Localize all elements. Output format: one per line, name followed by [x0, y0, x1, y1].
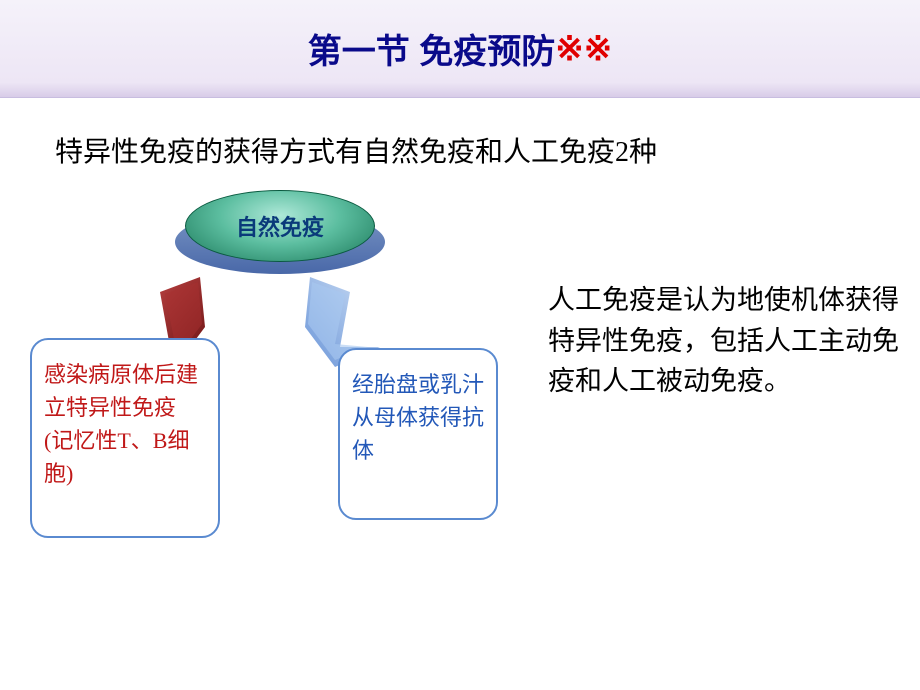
left-box-text: 感染病原体后建立特异性免疫(记忆性T、B细胞) — [44, 358, 206, 490]
right-box-text: 经胎盘或乳汁从母体获得抗体 — [352, 368, 484, 467]
right-info-box: 经胎盘或乳汁从母体获得抗体 — [338, 348, 498, 520]
description-text: 人工免疫是认为地使机体获得特异性免疫，包括人工主动免疫和人工被动免疫。 — [548, 280, 908, 402]
ellipse-top: 自然免疫 — [185, 190, 375, 262]
slide-header: 第一节 免疫预防※※ — [0, 0, 920, 98]
center-ellipse-node: 自然免疫 — [175, 190, 385, 274]
intro-text: 特异性免疫的获得方式有自然免疫和人工免疫2种 — [55, 130, 657, 170]
left-info-box: 感染病原体后建立特异性免疫(记忆性T、B细胞) — [30, 338, 220, 538]
ellipse-label: 自然免疫 — [236, 210, 324, 242]
header-marks: ※※ — [555, 29, 612, 69]
header-title: 第一节 免疫预防 — [308, 24, 555, 73]
